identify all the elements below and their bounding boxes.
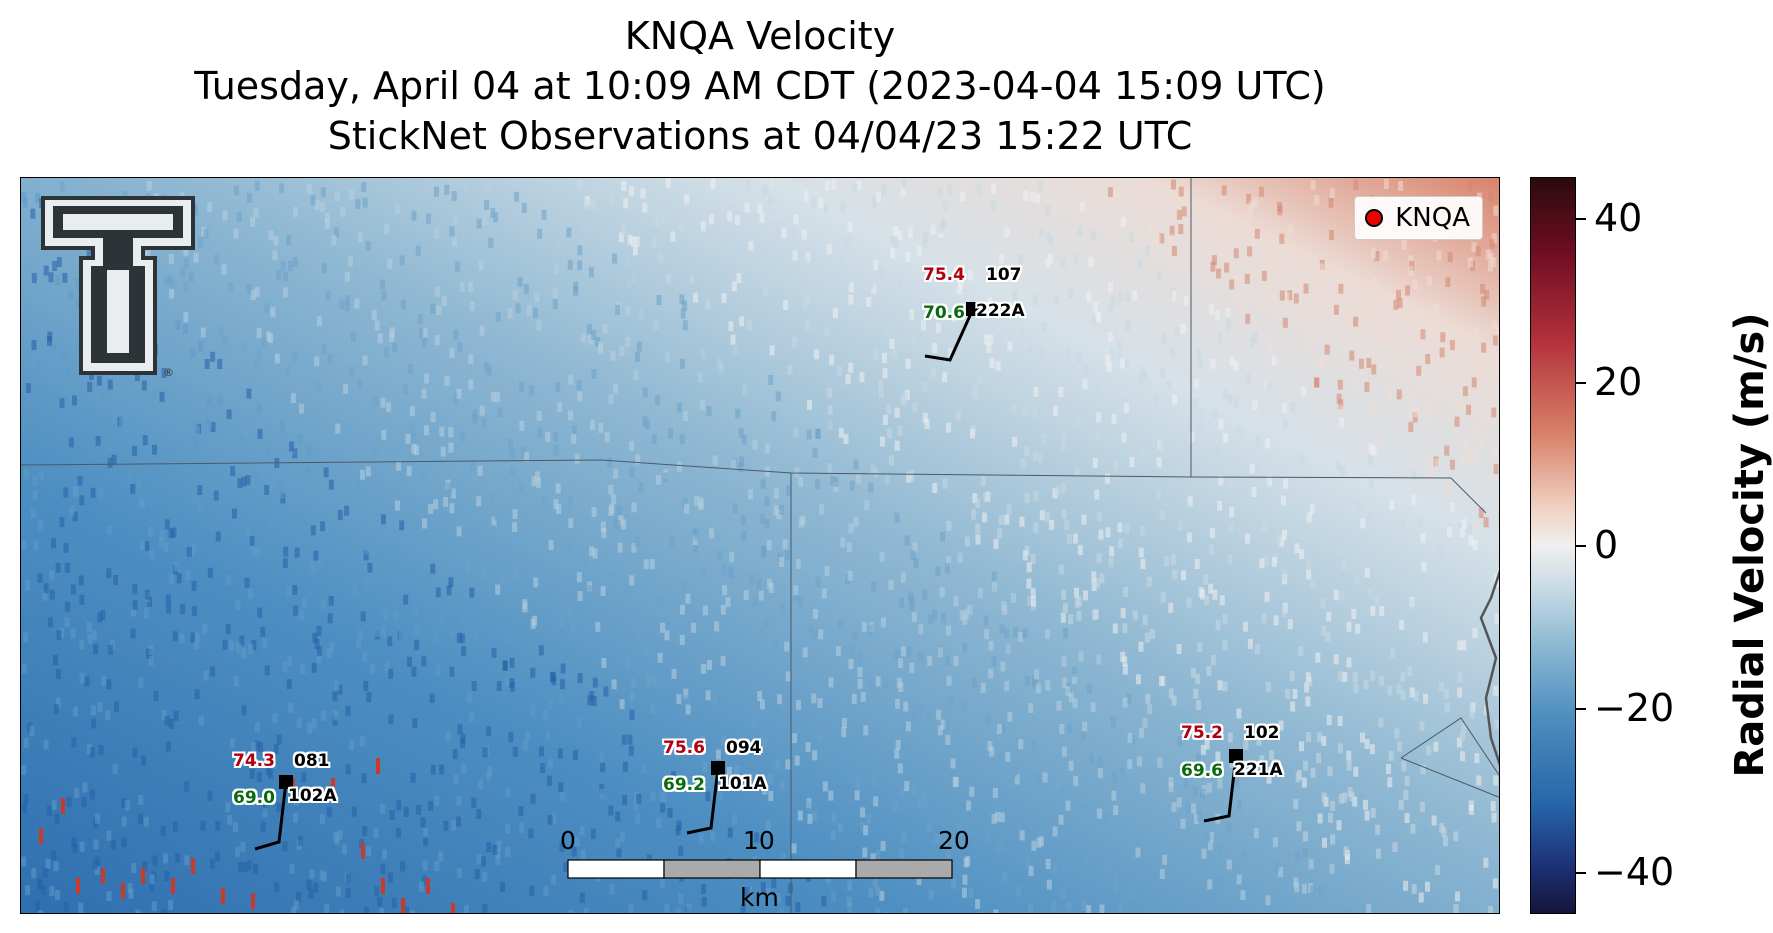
wind-barb [254,781,288,851]
station-id[interactable]: 222A [976,301,1025,321]
colorbar-tick [1576,382,1586,384]
scale-bar [567,859,953,879]
station-pressure: 094 [726,738,762,758]
colorbar-tick-label: 0 [1594,523,1619,567]
county-borders [21,178,1499,913]
colorbar-title: Radial Velocity (m/s) [1727,312,1773,778]
station-id[interactable]: 101A [718,774,767,794]
map-title: KNQA Velocity [624,14,896,58]
colorbar-tick-label: −40 [1594,850,1675,894]
radar-site-marker [1365,209,1384,227]
colorbar-tick [1576,218,1586,220]
river-boundary [1479,570,1499,766]
map-legend: KNQA [1354,196,1483,240]
station-temp: 74.3 [233,751,275,771]
radar-velocity-field: ® [21,178,1499,913]
station-dewpoint: 69.6 [1181,761,1223,781]
station-dewpoint: 69.0 [233,788,275,808]
station-dewpoint: 69.2 [663,775,705,795]
station-pressure: 107 [986,265,1022,285]
sticknet-stations [254,302,1243,851]
texas-tech-double-t-logo [41,196,195,375]
legend-label: KNQA [1395,203,1470,233]
station-pressure: 102 [1244,723,1280,743]
scalebar-unit: km [740,883,779,912]
station-pressure: 081 [294,751,330,771]
scalebar-label: 10 [743,826,775,855]
colorbar-tick [1576,708,1586,710]
scalebar-label: 0 [560,826,576,855]
colorbar-tick [1576,872,1586,874]
wind-barb [1203,755,1238,823]
wind-barb [686,767,720,835]
radar-map[interactable]: ® KNQA 75.4 107 70.6 222A 74.3 081 69.0 … [20,177,1500,914]
colorbar-tick-label: −20 [1594,686,1675,730]
station-id[interactable]: 102A [288,786,337,806]
colorbar [1530,177,1576,914]
scalebar-label: 20 [938,826,970,855]
station-temp: 75.4 [923,265,965,285]
colorbar-tick [1576,545,1586,547]
station-id[interactable]: 221A [1234,760,1283,780]
colorbar-tick-label: 20 [1594,360,1643,404]
wind-barb [924,308,975,362]
colorbar-tick-label: 40 [1594,196,1643,240]
logo-registered-mark: ® [163,366,174,379]
map-subtitle-observations: StickNet Observations at 04/04/23 15:22 … [327,114,1193,158]
station-temp: 75.2 [1181,723,1223,743]
station-temp: 75.6 [663,738,705,758]
station-dewpoint: 70.6 [923,303,965,323]
map-subtitle-time: Tuesday, April 04 at 10:09 AM CDT (2023-… [194,64,1326,108]
